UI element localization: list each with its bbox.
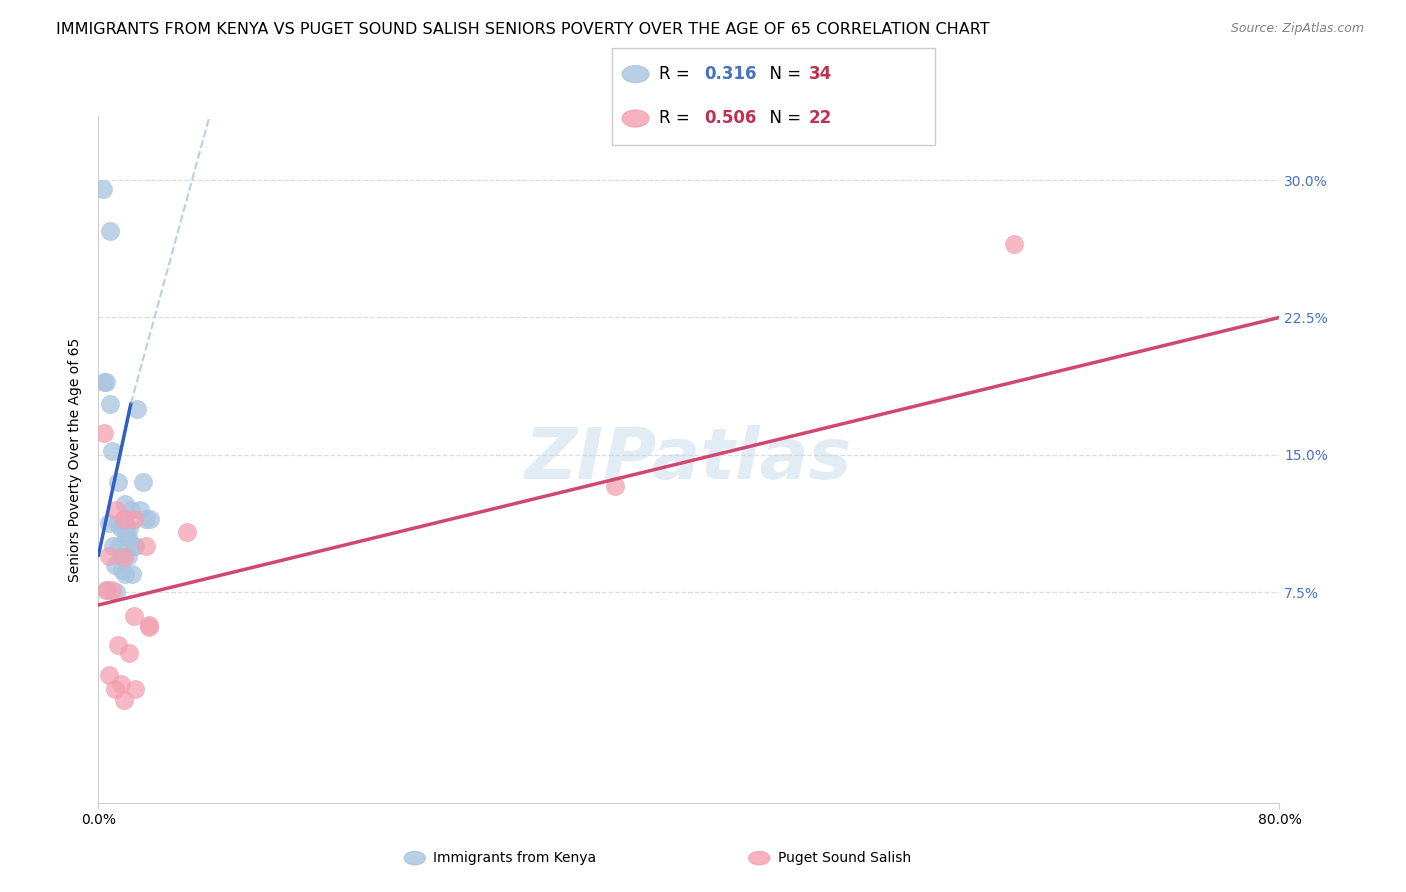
Point <box>110 677 132 691</box>
Point <box>94 375 117 389</box>
Point <box>118 521 141 535</box>
Text: 0.316: 0.316 <box>704 65 756 83</box>
Point <box>1002 237 1025 252</box>
Point <box>110 521 132 535</box>
Point <box>128 502 150 516</box>
Point <box>108 540 131 554</box>
Text: Immigrants from Kenya: Immigrants from Kenya <box>433 851 596 865</box>
Point <box>97 667 120 681</box>
Text: 34: 34 <box>808 65 832 83</box>
Point <box>100 444 122 458</box>
Point <box>93 375 115 389</box>
Point <box>125 402 148 417</box>
Point <box>104 558 127 572</box>
Point <box>93 425 115 440</box>
Point <box>105 502 128 516</box>
Point <box>94 583 117 598</box>
Point <box>138 618 160 632</box>
Text: ZIPatlas: ZIPatlas <box>526 425 852 494</box>
Point <box>98 396 121 410</box>
Text: R =: R = <box>659 65 696 83</box>
Point <box>104 682 127 697</box>
Point <box>112 550 135 565</box>
Text: N =: N = <box>759 65 807 83</box>
Point <box>91 182 114 196</box>
Point <box>97 516 120 530</box>
Point <box>114 497 136 511</box>
Point <box>97 549 120 563</box>
Point <box>100 583 122 598</box>
Point <box>124 682 146 697</box>
Point <box>98 224 121 238</box>
Point <box>118 646 141 660</box>
Text: Source: ZipAtlas.com: Source: ZipAtlas.com <box>1230 22 1364 36</box>
Point <box>114 566 136 581</box>
Point <box>112 512 135 526</box>
Point <box>138 620 160 634</box>
Point <box>176 524 198 539</box>
Point <box>132 475 155 490</box>
Point <box>139 512 162 526</box>
Point <box>107 517 129 532</box>
Point <box>605 479 627 493</box>
Point <box>112 512 135 526</box>
Text: Puget Sound Salish: Puget Sound Salish <box>778 851 911 865</box>
Point <box>107 638 129 652</box>
Point <box>112 693 135 707</box>
Point <box>135 540 157 554</box>
Point <box>115 521 138 535</box>
Point <box>117 549 139 563</box>
Text: IMMIGRANTS FROM KENYA VS PUGET SOUND SALISH SENIORS POVERTY OVER THE AGE OF 65 C: IMMIGRANTS FROM KENYA VS PUGET SOUND SAL… <box>56 22 990 37</box>
Point <box>135 512 157 526</box>
Point <box>105 585 128 599</box>
Point <box>122 512 145 526</box>
Point <box>120 502 142 516</box>
Text: N =: N = <box>759 110 807 128</box>
Point <box>117 530 139 544</box>
Point <box>124 540 146 554</box>
Point <box>103 540 125 554</box>
Point <box>107 475 129 490</box>
Point <box>110 549 132 563</box>
Point <box>111 563 134 577</box>
Text: 22: 22 <box>808 110 832 128</box>
Y-axis label: Seniors Poverty Over the Age of 65: Seniors Poverty Over the Age of 65 <box>69 337 83 582</box>
Point <box>96 583 118 598</box>
Point <box>122 609 145 624</box>
Point <box>122 540 145 554</box>
Point <box>121 566 143 581</box>
Text: 0.506: 0.506 <box>704 110 756 128</box>
Text: R =: R = <box>659 110 696 128</box>
Point <box>115 530 138 544</box>
